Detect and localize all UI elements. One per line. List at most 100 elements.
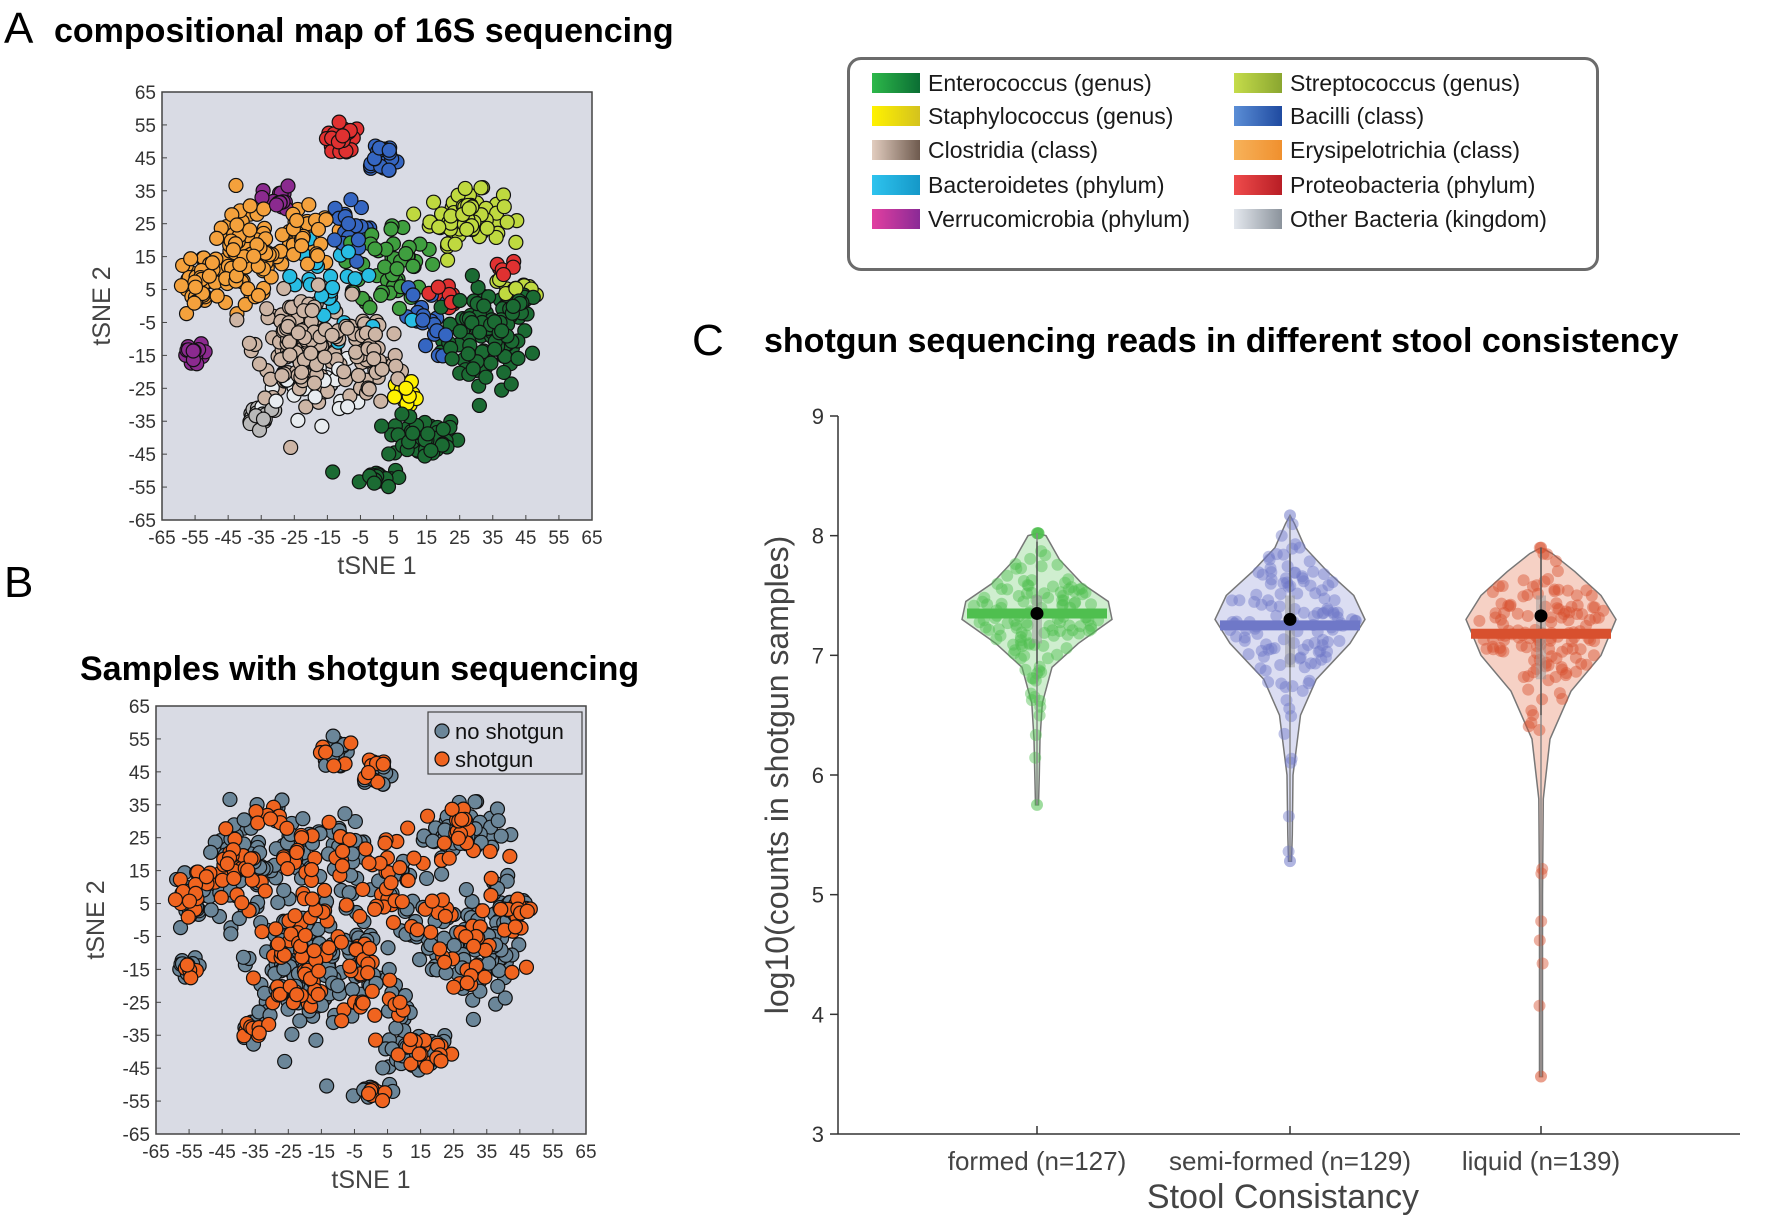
scatter-point: [299, 256, 316, 272]
violin-point: [1027, 672, 1040, 685]
scatter-point: [380, 478, 397, 495]
violin-point: [1278, 727, 1291, 740]
y-tick-label: -5: [139, 313, 156, 334]
y-tick-label: 45: [129, 763, 150, 784]
scatter-point-shotgun: [250, 815, 266, 831]
y-tick-label: -55: [123, 1092, 150, 1113]
scatter-point: [294, 364, 310, 380]
violin-point: [1520, 641, 1533, 654]
violin-point: [1285, 752, 1298, 765]
violin-point: [1489, 611, 1502, 624]
scatter-point-shotgun: [219, 856, 235, 872]
violin-point: [1558, 608, 1570, 620]
scatter-point-shotgun: [437, 908, 454, 924]
scatter-point-shotgun: [342, 832, 358, 848]
scatter-point: [499, 214, 515, 230]
violin-point: [1552, 583, 1565, 596]
violin-point: [1062, 583, 1075, 596]
violin-point: [1017, 595, 1030, 608]
scatter-point: [282, 268, 298, 285]
scatter-point-shotgun: [392, 860, 408, 876]
violin-point: [1074, 620, 1087, 633]
violin-point: [1076, 588, 1089, 601]
scatter-point: [471, 397, 488, 414]
scatter-point-no-shotgun: [276, 882, 292, 899]
violin-point: [1322, 579, 1335, 592]
scatter-point-shotgun: [257, 883, 273, 899]
scatter-point-no-shotgun: [493, 828, 509, 844]
legend-item: Other Bacteria (kingdom): [1234, 206, 1547, 232]
scatter-point: [256, 201, 272, 217]
violin-point: [1496, 580, 1509, 592]
x-tick-label: -5: [346, 1142, 363, 1163]
violin-point: [978, 591, 991, 604]
violin-point: [1494, 644, 1507, 657]
scatter-point-no-shotgun: [341, 885, 357, 901]
legend-swatch: [1234, 209, 1282, 229]
violin-point: [1264, 562, 1277, 575]
scatter-point-shotgun: [403, 1056, 419, 1072]
scatter-point-no-shotgun: [344, 981, 360, 998]
scatter-point-shotgun: [406, 850, 422, 866]
violin-point: [1014, 652, 1027, 665]
x-axis-label: tSNE 1: [337, 552, 416, 580]
y-tick-label: 15: [135, 248, 156, 269]
violin-point: [1542, 573, 1554, 585]
legend-swatch: [1234, 175, 1282, 195]
violin-point: [1556, 663, 1569, 676]
violin-group: [961, 527, 1113, 811]
violin-point: [973, 616, 986, 629]
violin-point: [1066, 624, 1079, 637]
panel-b-legend-box: [427, 711, 583, 775]
scatter-point: [310, 248, 326, 264]
violin-point: [1275, 677, 1288, 690]
violin-point: [1556, 645, 1569, 658]
violin-mean-dot: [1534, 609, 1548, 623]
violin-point: [1551, 565, 1564, 578]
scatter-point-shotgun: [518, 959, 535, 975]
taxa-legend: Enterococcus (genus) Streptococcus (genus…: [847, 57, 1599, 271]
y-tick-label: 15: [129, 862, 150, 883]
violin-point: [1553, 603, 1565, 616]
scatter-point-no-shotgun: [270, 894, 286, 911]
scatter-point: [325, 464, 341, 480]
x-tick-label: -35: [241, 1142, 268, 1163]
x-tick-label: -65: [148, 528, 175, 549]
y-tick-label: 8: [812, 524, 824, 549]
scatter-point-shotgun: [297, 927, 314, 944]
violin-point: [1497, 618, 1510, 631]
panel-c-violin: 3 4 5 6 7 8 9 log10(counts in shotgun samples) S…: [759, 404, 1740, 1216]
scatter-point-no-shotgun: [375, 1060, 391, 1076]
legend-label: no shotgun: [455, 719, 564, 744]
violin-point: [1065, 581, 1078, 594]
legend-item: Verrucomicrobia (phylum): [872, 206, 1190, 232]
scatter-point: [386, 326, 402, 342]
violin-point: [1284, 756, 1297, 769]
scatter-point-shotgun: [360, 965, 376, 981]
violin-point: [1029, 729, 1042, 741]
violin-point: [1259, 664, 1272, 677]
violin-point: [1047, 629, 1060, 642]
scatter-point: [294, 238, 310, 254]
legend-item: Erysipelotrichia (class): [1234, 137, 1520, 163]
violin-point: [1550, 652, 1563, 665]
scatter-point: [242, 198, 258, 214]
scatter-point: [417, 337, 434, 354]
legend-label: Bacteroidetes (phylum): [928, 171, 1165, 198]
legend-item: Staphylococcus (genus): [872, 103, 1173, 129]
y-tick-label: 5: [145, 281, 156, 302]
scatter-point-no-shotgun: [203, 844, 219, 860]
y-tick-label: -15: [129, 346, 156, 367]
panel-b-letter: B: [4, 558, 34, 607]
x-tick-label: -45: [214, 528, 241, 549]
violin-point: [1312, 645, 1325, 658]
scatter-point: [495, 266, 512, 283]
legend-swatch: [872, 73, 920, 93]
scatter-point-no-shotgun: [284, 1026, 300, 1042]
scatter-point: [510, 350, 526, 366]
violin-point: [1041, 652, 1054, 665]
violin-point: [1548, 585, 1561, 598]
scatter-point-shotgun: [519, 903, 535, 919]
scatter-point: [391, 300, 408, 317]
scatter-point-shotgun: [198, 869, 215, 885]
